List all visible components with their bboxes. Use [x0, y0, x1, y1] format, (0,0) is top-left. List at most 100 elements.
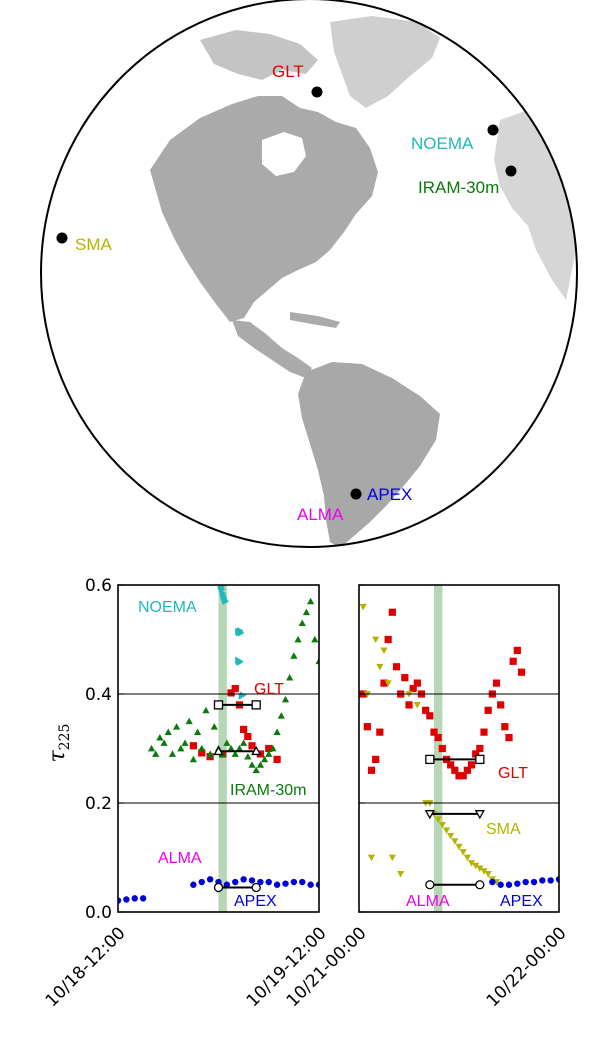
point-iram-30m-19 — [227, 744, 235, 752]
point-sma-16 — [442, 827, 451, 834]
point-iram-30m-6 — [173, 723, 181, 730]
point-glt-37 — [513, 646, 521, 654]
site-label-alma: ALMA — [297, 505, 344, 524]
point-apex-3 — [139, 895, 147, 902]
range-bar-glt — [213, 700, 261, 710]
point-noema-7 — [222, 597, 230, 605]
point-iram-30m-22 — [240, 739, 248, 746]
point-glt-23 — [455, 772, 463, 780]
series-iram-30m — [147, 597, 319, 774]
point-glt-29 — [480, 728, 488, 736]
globe-outline — [40, 0, 578, 548]
point-apex-7 — [547, 877, 554, 884]
point-iram-30m-29 — [269, 744, 277, 752]
point-iram-30m-20 — [231, 750, 239, 757]
point-iram-30m-37 — [302, 608, 311, 616]
point-apex-2 — [131, 895, 138, 902]
point-glt-11 — [405, 701, 413, 709]
site-marker-iram — [505, 165, 517, 177]
point-sma-24 — [476, 865, 484, 872]
point-glt-34 — [501, 723, 509, 731]
point-iram-30m-23 — [244, 753, 252, 760]
y-axis-label: τ225 — [45, 724, 73, 763]
y-tick-label-0: 0.0 — [85, 903, 112, 923]
series-label-apex: APEX — [500, 893, 543, 910]
point-glt-21 — [447, 761, 455, 769]
point-sma-23 — [472, 862, 480, 870]
point-sma-7 — [388, 854, 396, 862]
point-glt-4 — [376, 728, 384, 736]
site-label-glt: GLT — [272, 62, 304, 81]
point-apex-10 — [240, 876, 247, 883]
range-bar-apex — [425, 880, 485, 890]
point-glt-32 — [492, 679, 501, 687]
point-glt-27 — [472, 750, 480, 758]
range-start-iram-30m — [213, 745, 224, 756]
series-label-noema: NOEMA — [138, 599, 197, 616]
point-apex-3 — [514, 880, 521, 887]
y-tick-label-2: 0.4 — [85, 685, 112, 705]
point-iram-30m-31 — [277, 712, 285, 719]
point-glt-4 — [244, 732, 252, 741]
series-label-sma: SMA — [486, 821, 521, 838]
point-sma-25 — [480, 868, 488, 875]
series-label-glt: GLT — [498, 765, 528, 782]
point-sma-3 — [372, 636, 380, 644]
point-iram-30m-35 — [294, 635, 302, 643]
point-iram-30m-33 — [286, 674, 294, 681]
point-iram-30m-10 — [189, 755, 197, 763]
point-iram-30m-5 — [168, 750, 177, 757]
point-sma-17 — [447, 832, 455, 840]
caribbean-shape — [290, 312, 340, 328]
point-iram-30m-2 — [156, 734, 164, 741]
point-sma-6 — [384, 680, 392, 687]
point-iram-30m-14 — [206, 750, 214, 757]
continents — [150, 16, 577, 547]
arctic-islands-shape — [200, 30, 318, 80]
point-iram-30m-13 — [202, 706, 210, 714]
point-glt-3 — [240, 725, 248, 734]
point-iram-30m-39 — [311, 635, 319, 643]
observation-window-band — [218, 585, 227, 912]
range-bar-sma — [424, 810, 485, 820]
point-apex-6 — [539, 877, 546, 884]
observation-window-band — [434, 585, 443, 912]
point-apex-13 — [265, 878, 272, 886]
point-glt-10 — [198, 749, 206, 757]
point-glt-35 — [505, 734, 513, 742]
point-apex-5 — [530, 878, 538, 886]
point-sma-10 — [413, 702, 421, 709]
point-iram-30m-1 — [152, 750, 160, 757]
point-iram-30m-34 — [290, 652, 298, 659]
point-glt-7 — [388, 608, 396, 616]
range-end-glt — [251, 700, 261, 710]
south-america-shape — [298, 362, 440, 547]
point-glt-38 — [517, 668, 526, 676]
point-glt-25 — [463, 766, 471, 774]
greenland-shape — [330, 16, 440, 108]
point-sma-20 — [459, 849, 467, 856]
point-iram-30m-21 — [235, 744, 244, 752]
series-noema — [217, 585, 247, 700]
point-apex-8 — [223, 881, 231, 888]
range-end-iram-30m — [251, 745, 262, 756]
range-start-apex — [213, 882, 224, 893]
point-glt-24 — [459, 772, 467, 780]
range-start-glt — [425, 754, 435, 765]
site-label-noema: NOEMA — [411, 134, 474, 153]
y-tick-label-3: 0.6 — [85, 576, 112, 596]
y-tick-label-1: 0.2 — [85, 794, 112, 814]
point-iram-30m-3 — [160, 739, 168, 746]
point-iram-30m-9 — [185, 717, 193, 725]
point-noema-16 — [237, 657, 244, 665]
point-glt-36 — [509, 657, 517, 665]
point-noema-18 — [240, 691, 247, 699]
point-apex-15 — [282, 880, 289, 887]
point-sma-8 — [397, 870, 405, 878]
range-end-sma — [474, 810, 485, 820]
point-iram-30m-32 — [281, 695, 290, 703]
point-sma-0 — [359, 603, 367, 611]
point-iram-30m-28 — [265, 750, 273, 757]
point-apex-4 — [522, 878, 529, 886]
